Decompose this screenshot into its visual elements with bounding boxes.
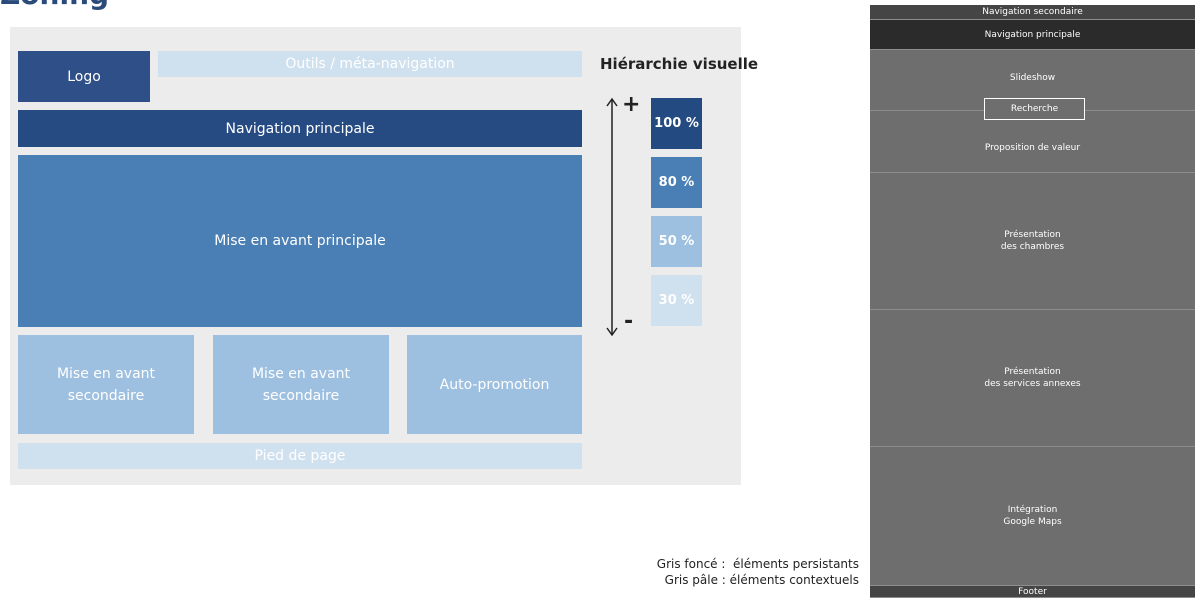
wireframe-secondary-feature-block: Mise en avant secondaire — [213, 335, 389, 434]
mockup-slideshow-label: Slideshow — [1009, 73, 1056, 83]
page-title: Zoning — [0, 0, 109, 11]
wireframe-self-promotion-block: Auto-promotion — [407, 335, 582, 434]
wireframe-secondary-feature-block: Mise en avant secondaire — [18, 335, 194, 434]
legend-light-entry: Gris pâle : éléments contextuels — [664, 573, 859, 587]
double-arrow-icon — [606, 97, 618, 337]
hierarchy-level-swatch: 30 % — [651, 275, 702, 326]
hierarchy-minus-label: - — [624, 309, 634, 334]
mockup-value-proposition-block: Proposition de valeur — [870, 111, 1195, 173]
wireframe-main-feature-block: Mise en avant principale — [18, 155, 582, 327]
legend-dark-entry: Gris foncé : éléments persistants — [656, 557, 859, 571]
hierarchy-plus-label: + — [622, 92, 641, 117]
hierarchy-level-swatch: 80 % — [651, 157, 702, 208]
mockup-rooms-block: Présentation des chambres — [870, 173, 1195, 310]
mockup-main-nav-block: Navigation principale — [870, 20, 1195, 50]
mockup-secondary-nav-block: Navigation secondaire — [870, 5, 1195, 20]
mockup-services-block: Présentation des services annexes — [870, 310, 1195, 447]
hierarchy-title: Hiérarchie visuelle — [600, 55, 759, 73]
mockup-search-block: Recherche — [984, 98, 1085, 120]
hierarchy-level-swatch: 50 % — [651, 216, 702, 267]
legend: Gris foncé : éléments persistants Gris p… — [560, 556, 859, 588]
mockup-value-proposition-label: Proposition de valeur — [984, 143, 1081, 153]
wireframe-logo-block: Logo — [18, 51, 150, 102]
wireframe-main-nav-block: Navigation principale — [18, 110, 582, 147]
mockup-maps-block: Intégration Google Maps — [870, 447, 1195, 586]
wireframe-footer-block: Pied de page — [18, 443, 582, 469]
mockup-footer-block: Footer — [870, 586, 1195, 598]
hierarchy-level-swatch: 100 % — [651, 98, 702, 149]
wireframe-tools-block: Outils / méta-navigation — [158, 51, 582, 77]
